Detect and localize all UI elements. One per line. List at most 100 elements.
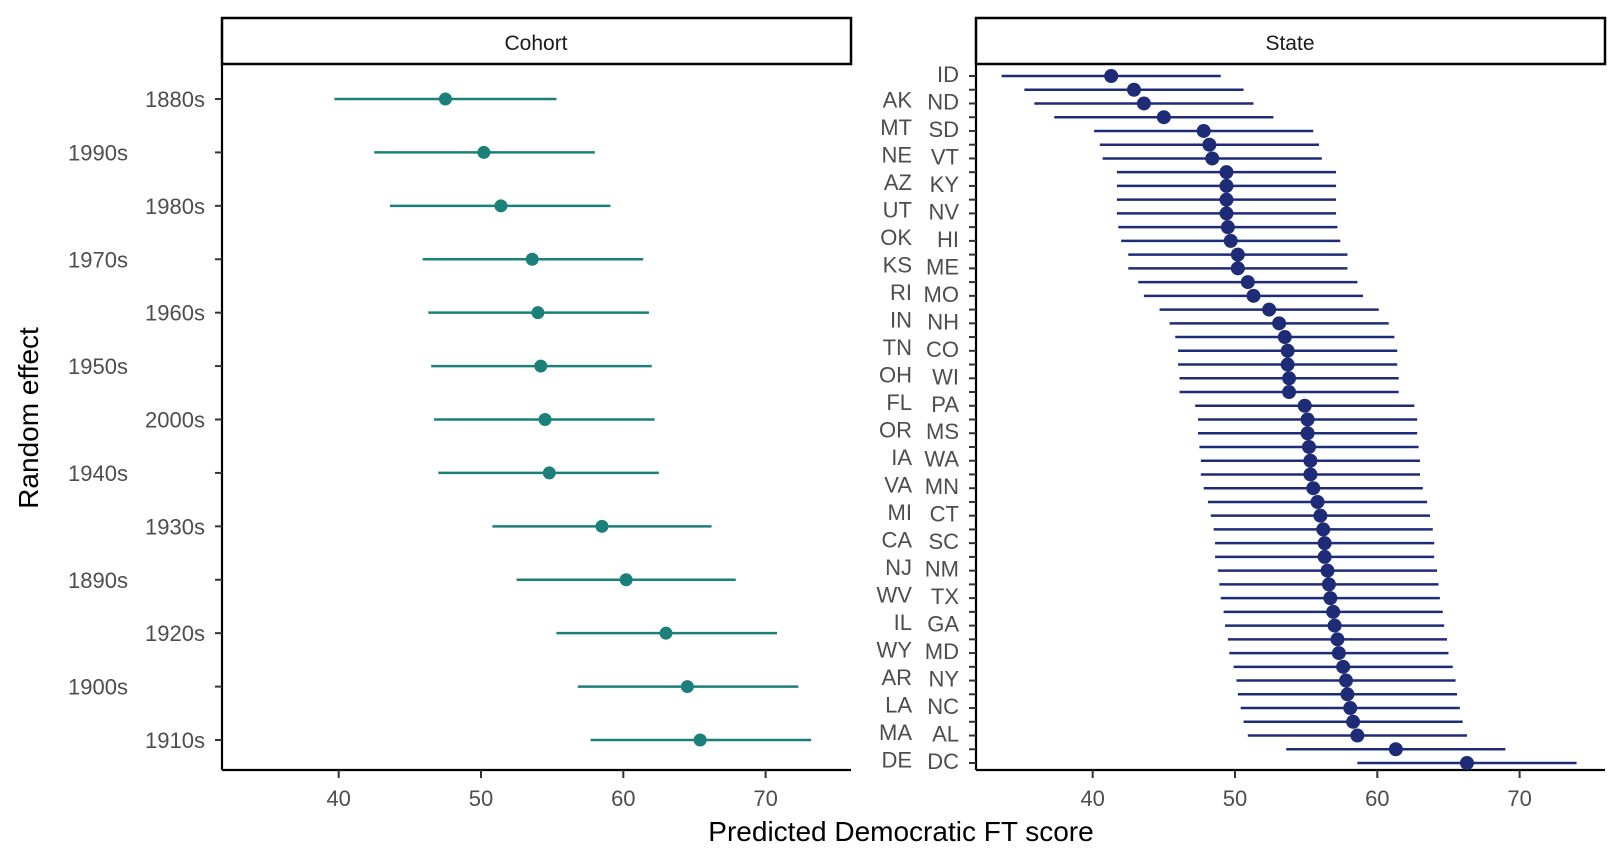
data-point: [477, 145, 491, 159]
data-point: [1202, 137, 1217, 152]
data-point: [1340, 687, 1355, 702]
data-point: [1320, 563, 1335, 578]
data-point: [1317, 536, 1332, 551]
y-tick-label: AK: [883, 88, 913, 113]
y-tick-label: 2000s: [145, 408, 205, 433]
y-tick-label: MT: [880, 115, 912, 140]
data-point: [1196, 123, 1211, 138]
y-tick-label: AZ: [884, 170, 912, 195]
y-tick-label: HI: [937, 227, 959, 252]
y-tick-label: GA: [927, 612, 959, 637]
data-point: [1317, 549, 1332, 564]
data-point: [1321, 577, 1336, 592]
strip-cohort-label: Cohort: [504, 32, 567, 55]
data-point: [1230, 261, 1245, 276]
data-point: [680, 680, 694, 694]
y-tick-label: VT: [931, 144, 959, 169]
y-tick-label: TN: [883, 335, 912, 360]
y-tick-label: OK: [880, 225, 912, 250]
data-point: [1300, 412, 1315, 427]
y-tick-label: PA: [931, 392, 959, 417]
y-tick-label: IA: [891, 445, 912, 470]
x-tick-label: 40: [326, 786, 350, 811]
data-point: [595, 519, 609, 533]
y-tick-label: MA: [879, 720, 912, 745]
data-point: [438, 92, 452, 106]
data-point: [1246, 288, 1261, 303]
data-point: [1262, 302, 1277, 317]
y-tick-label: DC: [927, 749, 959, 774]
y-tick-label: WI: [932, 364, 959, 389]
strip-cohort: Cohort: [220, 16, 853, 66]
strip-state: State: [974, 16, 1607, 66]
y-tick-label: ND: [927, 89, 959, 114]
y-tick-label: 1880s: [145, 87, 205, 112]
data-point: [1303, 467, 1318, 482]
y-tick-label: 1930s: [145, 514, 205, 539]
panel-state: 40 50 60 70 ID AK ND MT SD NE VT AZ KY UT NV OK HI KS ME RI…: [877, 62, 1605, 811]
y-tick-label: MD: [925, 639, 959, 664]
data-point: [1306, 481, 1321, 496]
data-point: [1330, 632, 1345, 647]
y-tick-label: DE: [881, 747, 912, 772]
data-point: [1331, 646, 1346, 661]
data-point: [1326, 604, 1341, 619]
y-tick-label: AR: [881, 665, 912, 690]
data-point: [1302, 439, 1316, 454]
data-point: [1205, 151, 1220, 166]
y-tick-label: KS: [883, 253, 912, 278]
data-point: [542, 466, 556, 480]
data-point: [1303, 453, 1318, 468]
y-tick-label: 1900s: [68, 675, 128, 700]
y-tick-label: 1890s: [68, 568, 128, 593]
y-tick-label: LA: [885, 692, 912, 717]
x-tick-label: 40: [1080, 786, 1104, 811]
data-point: [1280, 357, 1295, 372]
data-point: [1327, 618, 1342, 633]
y-tick-label: NE: [881, 143, 912, 168]
y-tick-label: NM: [925, 557, 959, 582]
data-point: [693, 733, 707, 747]
y-tick-label: KY: [930, 172, 960, 197]
data-point: [1219, 165, 1234, 180]
data-point: [1280, 343, 1295, 358]
data-point: [1104, 69, 1119, 83]
x-tick-label: 70: [753, 786, 777, 811]
y-tick-label: AL: [932, 722, 959, 747]
data-point: [1350, 728, 1365, 743]
y-tick-label: SC: [928, 529, 959, 554]
data-point: [1282, 371, 1297, 386]
y-tick-label: 1950s: [68, 354, 128, 379]
y-tick-label: SD: [928, 117, 959, 142]
data-point: [1136, 96, 1151, 111]
y-tick-label: WA: [924, 447, 959, 472]
y-tick-label: CT: [930, 502, 959, 527]
x-tick-label: 60: [611, 786, 635, 811]
y-tick-label: NV: [928, 199, 959, 224]
y-tick-label: 1920s: [145, 621, 205, 646]
data-point: [1336, 659, 1351, 674]
strip-state-box: [974, 16, 1607, 66]
x-tick-label: 60: [1365, 786, 1389, 811]
y-tick-label: UT: [883, 198, 912, 223]
data-point: [1300, 426, 1315, 441]
y-tick-label: 1990s: [68, 140, 128, 165]
y-tick-label: CO: [926, 337, 959, 362]
y-tick-label: FL: [886, 390, 912, 415]
y-tick-label: NY: [928, 667, 959, 692]
data-point: [1388, 742, 1403, 757]
data-point: [619, 573, 633, 587]
data-point: [1343, 701, 1358, 716]
data-point: [531, 306, 545, 320]
y-tick-label: RI: [890, 280, 912, 305]
x-tick-label: 70: [1507, 786, 1531, 811]
y-tick-label: MN: [925, 474, 959, 499]
y-tick-label: CA: [881, 527, 912, 552]
y-tick-label: VA: [884, 472, 912, 497]
data-point: [494, 199, 508, 213]
data-point: [1313, 508, 1328, 523]
data-point: [1219, 206, 1234, 221]
data-point: [1316, 522, 1331, 537]
data-point: [1219, 192, 1234, 207]
